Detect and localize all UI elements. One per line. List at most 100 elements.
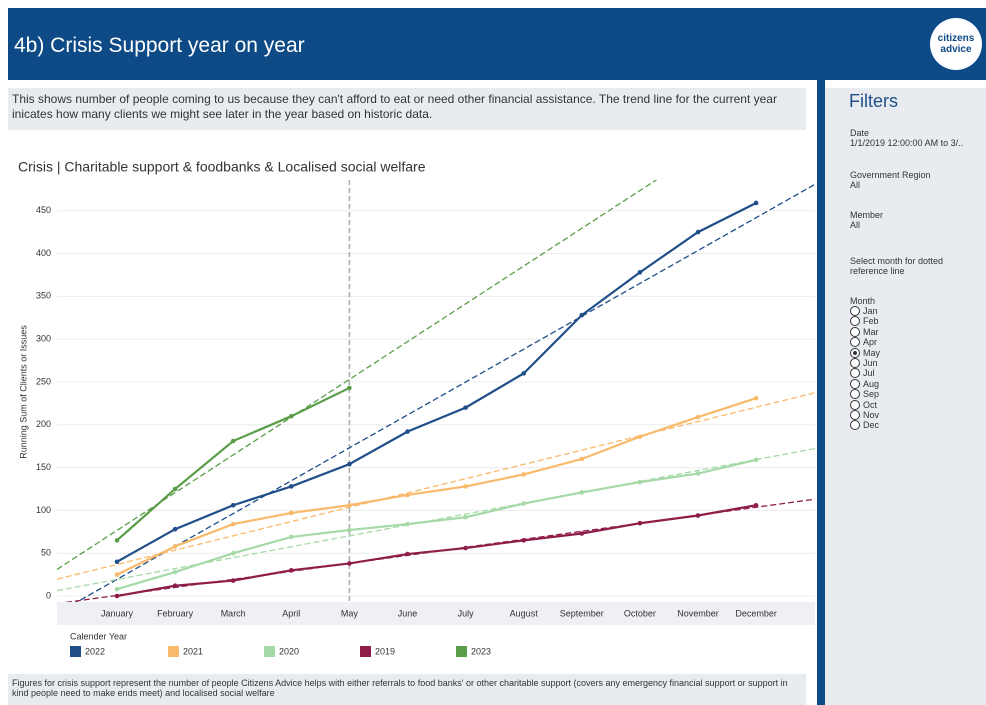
description: This shows number of people coming to us… [8, 88, 806, 130]
radio-circle[interactable] [850, 389, 860, 400]
month-label: Mar [863, 326, 879, 337]
filter-value: 1/1/2019 12:00:00 AM to 3/.. [850, 138, 964, 148]
filter-label: Date [850, 128, 870, 138]
data-point [230, 578, 236, 583]
x-tick-label: October [624, 608, 656, 618]
filter-value: All [850, 220, 861, 230]
logo-text: citizens [937, 33, 975, 44]
radio-circle[interactable] [850, 358, 860, 368]
data-point [289, 484, 294, 489]
y-tick-label: 450 [36, 205, 51, 215]
radio-circle[interactable] [850, 399, 860, 410]
data-point [114, 586, 120, 592]
logo-text: advice [940, 44, 972, 55]
radio-circle[interactable] [850, 306, 860, 316]
y-tick-label: 50 [41, 548, 51, 558]
filter-label: Member [850, 210, 884, 220]
data-point [114, 538, 120, 543]
filter-prompt: Select month for dotted reference line [850, 256, 944, 276]
data-point [230, 502, 236, 508]
data-point [347, 561, 352, 566]
data-point [289, 510, 294, 516]
data-point [579, 456, 585, 462]
month-label: Apr [863, 337, 878, 348]
chart-title: Crisis | Charitable support & foodbanks … [18, 159, 426, 175]
data-point [753, 395, 759, 401]
data-point [753, 502, 759, 508]
data-point [521, 501, 526, 506]
data-point [114, 572, 120, 577]
month-label: Aug [863, 378, 880, 389]
month-label: Jun [863, 358, 878, 368]
data-point [172, 569, 178, 575]
trend-line [57, 180, 658, 570]
data-point [695, 471, 701, 476]
data-point [289, 534, 294, 540]
x-tick-label: August [510, 608, 539, 618]
filter-value: All [850, 180, 861, 190]
data-point [637, 479, 643, 485]
trend-line [57, 392, 815, 580]
radio-circle[interactable] [850, 337, 860, 348]
y-tick-label: 200 [36, 419, 51, 429]
data-point [579, 531, 585, 536]
radio-circle[interactable] [850, 368, 860, 379]
data-point [637, 520, 643, 526]
x-tick-label: January [101, 608, 134, 618]
month-radio[interactable]: Mar [850, 326, 930, 337]
data-point [230, 438, 236, 444]
radio-selected [853, 350, 857, 355]
data-point [347, 527, 352, 533]
radio-circle[interactable] [850, 316, 860, 327]
radio-circle[interactable] [850, 326, 860, 337]
sidebar-divider [817, 80, 825, 705]
series-line [116, 397, 757, 576]
logo: citizens advice [930, 18, 982, 70]
month-radio[interactable]: Oct [850, 399, 930, 410]
legend-swatch [168, 646, 179, 657]
legend-label: 2023 [471, 646, 491, 656]
y-tick-label: 400 [36, 248, 51, 258]
month-radio[interactable]: Aug [850, 378, 930, 389]
month-label: Jan [863, 306, 878, 316]
legend-label: 2021 [183, 646, 203, 656]
data-point [463, 545, 468, 551]
month-radio[interactable]: Apr [850, 337, 930, 348]
series-line [116, 504, 757, 598]
data-point [463, 405, 468, 410]
filter-label: Month [850, 296, 876, 306]
month-radio[interactable]: Dec [850, 420, 930, 431]
data-point [521, 538, 526, 543]
month-label: Feb [863, 316, 879, 327]
series-line [116, 458, 757, 591]
month-label: Dec [863, 420, 880, 431]
legend-swatch [264, 646, 275, 657]
y-tick-label: 100 [36, 505, 51, 515]
month-radio[interactable]: Jun [850, 358, 930, 368]
x-tick-label: February [157, 608, 194, 618]
data-point [463, 514, 468, 520]
data-point [753, 457, 759, 463]
month-radio[interactable]: Jan [850, 306, 930, 316]
data-point [347, 385, 352, 391]
month-radio[interactable]: Jul [850, 368, 930, 379]
x-tick-label: November [677, 608, 719, 618]
radio-circle[interactable] [850, 420, 860, 431]
month-radio[interactable]: May [850, 347, 930, 358]
month-radio[interactable]: Feb [850, 316, 930, 327]
month-label: Oct [863, 399, 878, 410]
x-tick-label: July [458, 608, 475, 618]
trend-line [57, 447, 815, 592]
radio-circle[interactable] [850, 347, 860, 358]
footer: Figures for crisis support represent the… [8, 674, 806, 705]
header-title: 4b) Crisis Support year on year [14, 34, 305, 57]
radio-circle[interactable] [850, 378, 860, 389]
data-point [695, 513, 701, 518]
data-point [463, 484, 468, 489]
x-tick-label: March [221, 608, 246, 618]
data-point [753, 200, 759, 206]
radio-circle[interactable] [850, 410, 860, 420]
month-radio[interactable]: Sep [850, 389, 930, 400]
month-radio[interactable]: Nov [850, 410, 930, 420]
